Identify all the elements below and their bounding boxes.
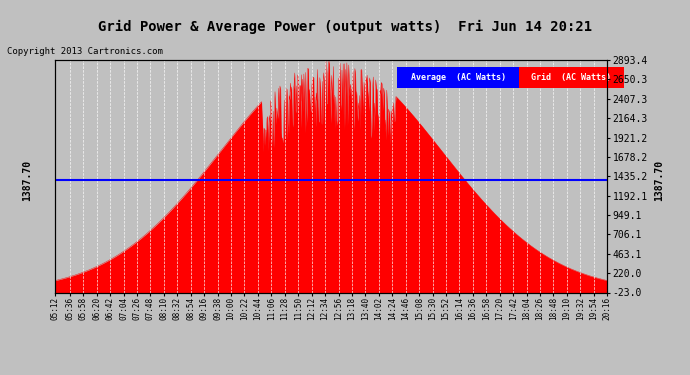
Text: 1387.70: 1387.70 bbox=[23, 159, 32, 201]
Text: Grid Power & Average Power (output watts)  Fri Jun 14 20:21: Grid Power & Average Power (output watts… bbox=[98, 20, 592, 34]
Text: Copyright 2013 Cartronics.com: Copyright 2013 Cartronics.com bbox=[7, 47, 163, 56]
Text: Average  (AC Watts): Average (AC Watts) bbox=[411, 73, 506, 82]
FancyBboxPatch shape bbox=[397, 67, 519, 88]
Text: 1387.70: 1387.70 bbox=[654, 159, 664, 201]
Text: Grid  (AC Watts): Grid (AC Watts) bbox=[531, 73, 611, 82]
FancyBboxPatch shape bbox=[519, 67, 624, 88]
